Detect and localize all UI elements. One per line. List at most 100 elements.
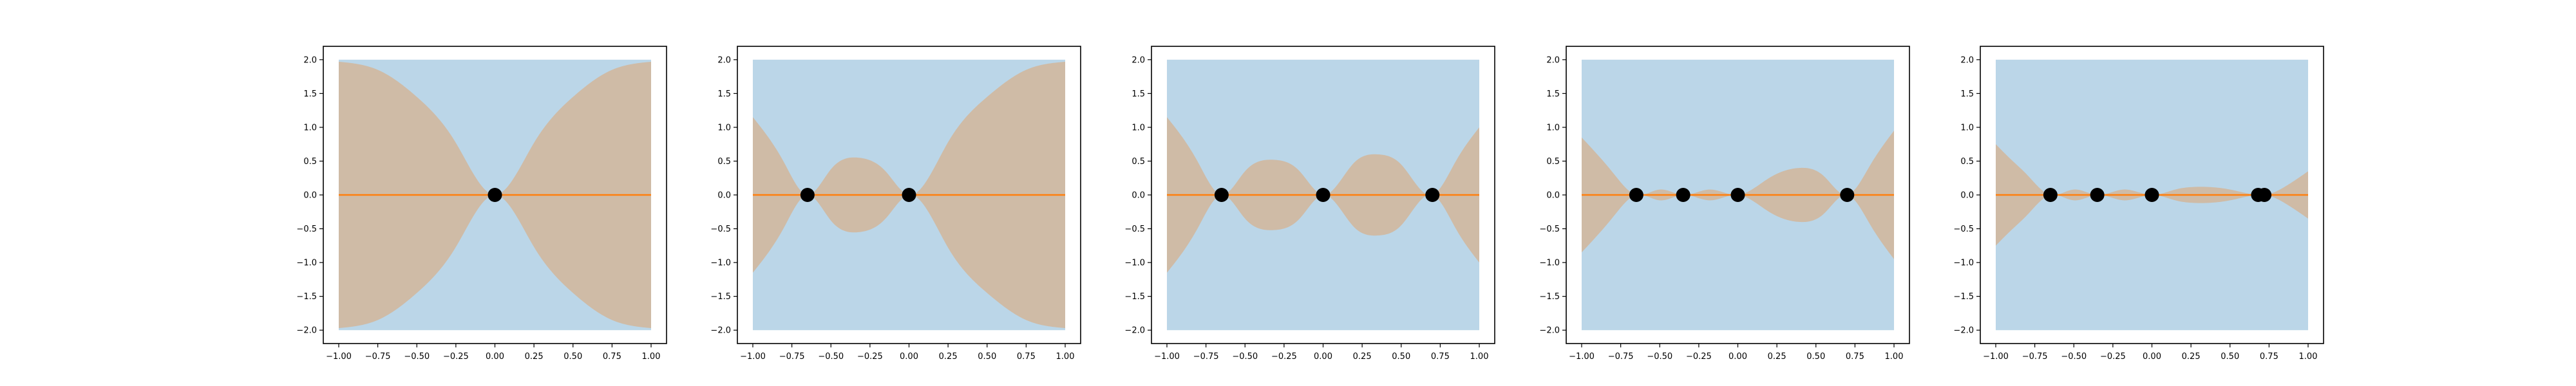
x-tick-label: 0.25 [1353,352,1372,362]
observation-point-1 [1214,188,1229,202]
subplot-1: −1.00 −0.75 −0.50 −0.25 0.00 0.25 0.50 0.75 1.00… [296,46,667,362]
y-tick-label: 2.0 [717,55,731,65]
x-tick-label: 0.75 [1846,352,1864,362]
x-tick-label: −0.50 [404,352,430,362]
y-tick-label: 0.5 [1132,157,1145,167]
x-tick-label: −0.75 [779,352,805,362]
observation-point-2 [2090,188,2105,202]
y-tick-label: 0.5 [717,157,731,167]
y-tick-label: −0.5 [296,225,317,234]
y-tick-label: 0.5 [1960,157,1974,167]
y-tick-label: 0.5 [1546,157,1560,167]
x-tick-label: 0.00 [900,352,918,362]
y-tick-label: −1.0 [296,259,317,268]
x-tick-label: −0.50 [1647,352,1672,362]
x-tick-label: 0.50 [2221,352,2239,362]
y-tick-label: −1.5 [1539,292,1560,302]
x-tick-label: −0.25 [1686,352,1712,362]
y-tick-label: 1.0 [1546,123,1560,133]
observation-point-3 [1425,188,1440,202]
y-tick-label: −1.5 [710,292,731,302]
x-tick-label: 0.25 [1768,352,1786,362]
subplot-3: −1.00 −0.75 −0.50 −0.25 0.00 0.25 0.50 0.75 1.00… [1124,46,1495,362]
y-tick-label: 0.0 [1546,191,1560,201]
subplot-2: −1.00 −0.75 −0.50 −0.25 0.00 0.25 0.50 0.75 1.00… [710,46,1081,362]
x-tick-label: 0.75 [1431,352,1450,362]
y-tick-label: 1.0 [1960,123,1974,133]
observation-point-5 [2257,188,2272,202]
x-tick-label: −0.25 [443,352,469,362]
x-tick-label: 1.00 [2299,352,2318,362]
x-tick-label: 0.00 [1314,352,1332,362]
x-tick-label: 0.50 [978,352,996,362]
x-tick-label: −0.75 [1608,352,1634,362]
y-tick-label: −2.0 [1124,326,1145,336]
x-tick-label: 0.50 [564,352,582,362]
y-tick-label: 1.5 [1132,89,1145,99]
y-tick-label: −2.0 [1953,326,1974,336]
observation-point-1 [800,188,815,202]
x-tick-label: 1.00 [1885,352,1904,362]
x-tick-label: 0.75 [1017,352,1036,362]
y-tick-label: −1.5 [296,292,317,302]
y-tick-label: −1.0 [710,259,731,268]
y-tick-label: −1.5 [1953,292,1974,302]
observation-point-3 [1730,188,1745,202]
x-tick-label: 0.75 [603,352,621,362]
y-tick-label: 1.5 [303,89,317,99]
observation-point-2 [1316,188,1331,202]
x-tick-label: 0.25 [525,352,544,362]
y-tick-label: −1.5 [1124,292,1145,302]
x-tick-label: 1.00 [1056,352,1075,362]
x-tick-label: 0.50 [1392,352,1410,362]
x-tick-label: 1.00 [642,352,661,362]
x-tick-label: 0.75 [2260,352,2278,362]
y-tick-label: 0.0 [303,191,317,201]
y-tick-label: −2.0 [1539,326,1560,336]
x-tick-label: −0.75 [1193,352,1219,362]
x-tick-label: −0.50 [1232,352,1258,362]
y-tick-label: 0.5 [303,157,317,167]
x-tick-label: −1.00 [1569,352,1595,362]
y-tick-label: 1.5 [1546,89,1560,99]
x-tick-label: −0.25 [1271,352,1297,362]
x-tick-label: −0.25 [857,352,883,362]
x-tick-label: −0.25 [2100,352,2126,362]
x-tick-label: 0.50 [1806,352,1825,362]
y-tick-label: 1.0 [1132,123,1145,133]
observation-point-2 [1676,188,1690,202]
y-tick-label: 1.5 [717,89,731,99]
x-tick-label: −0.75 [2022,352,2048,362]
y-tick-label: 1.0 [303,123,317,133]
subplot-5: −1.00 −0.75 −0.50 −0.25 0.00 0.25 0.50 0.75 1.00… [1953,46,2324,362]
y-tick-label: 0.0 [1960,191,1974,201]
x-tick-label: −1.00 [1983,352,2009,362]
x-tick-label: 0.00 [1728,352,1747,362]
x-tick-label: 1.00 [1470,352,1489,362]
y-tick-label: −2.0 [296,326,317,336]
x-tick-label: −1.00 [1154,352,1180,362]
y-tick-label: −0.5 [1124,225,1145,234]
observation-point-3 [2145,188,2159,202]
y-tick-label: −1.0 [1124,259,1145,268]
x-tick-label: 0.25 [939,352,958,362]
observation-point-1 [488,188,502,202]
x-tick-label: −0.75 [365,352,391,362]
observation-point-2 [902,188,916,202]
y-tick-label: −1.0 [1953,259,1974,268]
x-tick-label: −1.00 [326,352,352,362]
x-tick-label: −0.50 [2061,352,2087,362]
y-tick-label: 2.0 [1960,55,1974,65]
y-tick-label: 2.0 [303,55,317,65]
y-tick-label: −0.5 [710,225,731,234]
x-tick-label: 0.00 [486,352,504,362]
subplot-4: −1.00 −0.75 −0.50 −0.25 0.00 0.25 0.50 0.75 1.00… [1539,46,1910,362]
y-tick-label: −0.5 [1539,225,1560,234]
x-tick-label: −0.50 [818,352,844,362]
y-tick-label: −1.0 [1539,259,1560,268]
x-tick-label: −1.00 [740,352,766,362]
y-tick-label: 0.0 [1132,191,1145,201]
x-tick-label: 0.00 [2143,352,2161,362]
y-tick-label: 2.0 [1132,55,1145,65]
